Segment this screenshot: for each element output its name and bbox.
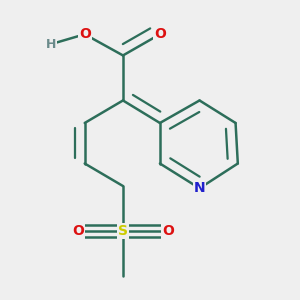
Text: H: H [46,38,56,51]
Text: O: O [79,27,91,41]
Text: O: O [72,224,84,238]
Text: O: O [162,224,174,238]
Text: S: S [118,224,128,238]
Text: O: O [154,27,166,41]
Text: N: N [194,181,205,195]
